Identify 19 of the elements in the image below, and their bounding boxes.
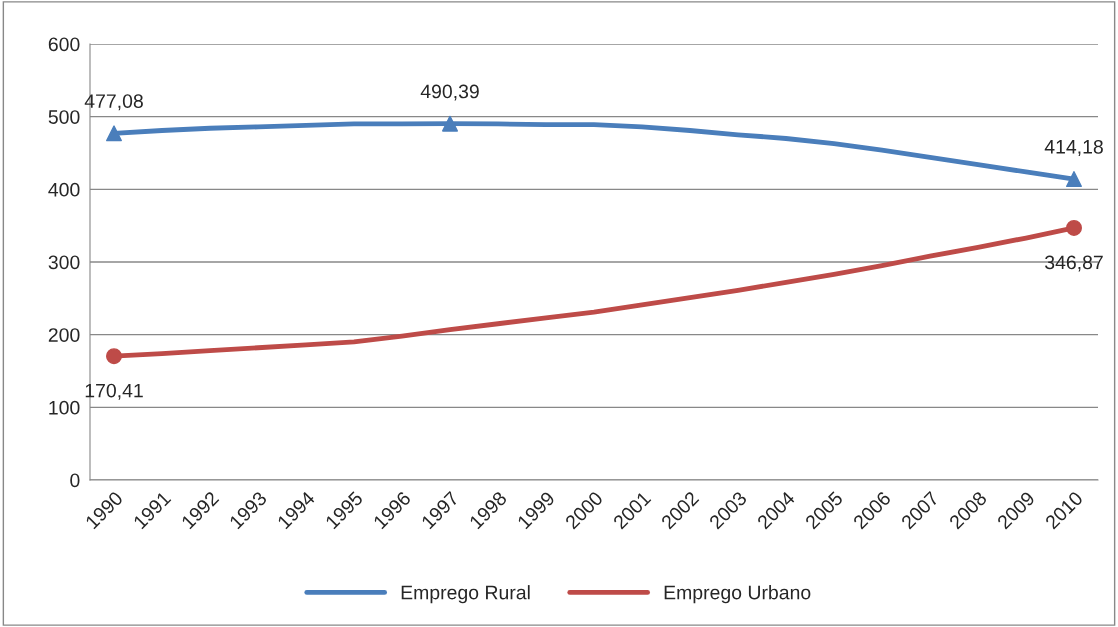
legend-label: Emprego Rural — [401, 585, 530, 604]
y-tick-label: 300 — [48, 255, 80, 270]
y-tick-label: 0 — [70, 473, 80, 488]
y-tick-label: 400 — [48, 182, 80, 197]
point — [1066, 171, 1082, 188]
point — [106, 125, 122, 142]
point — [442, 115, 458, 132]
data-label: 414,18 — [1044, 139, 1103, 156]
legend-label: Emprego Urbano — [664, 585, 811, 604]
data-label: 346,87 — [1045, 255, 1103, 272]
data-label: 490,39 — [420, 84, 479, 101]
point — [106, 348, 122, 365]
y-tick-label: 600 — [48, 37, 80, 52]
y-tick-label: 100 — [49, 400, 80, 415]
data-label: 477,08 — [84, 94, 143, 111]
y-tick-label: 500 — [48, 110, 80, 124]
y-tick-label: 200 — [48, 328, 80, 342]
point — [1066, 219, 1082, 236]
data-label: 170,41 — [85, 383, 143, 400]
